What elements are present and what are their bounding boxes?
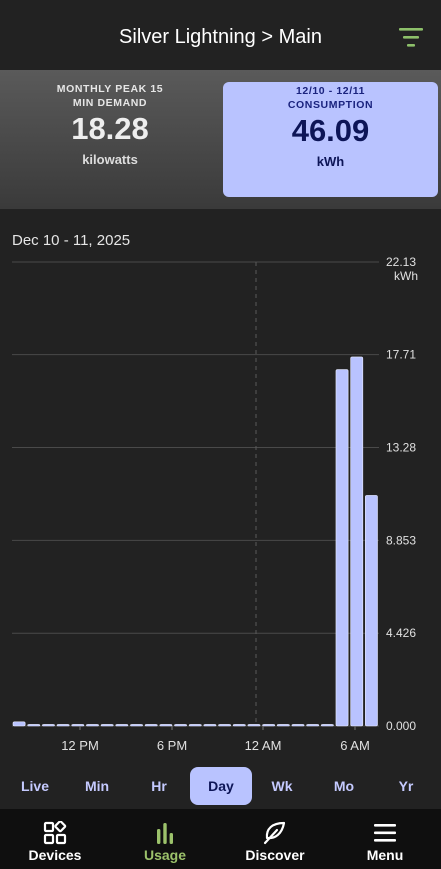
- summary-panel: MONTHLY PEAK 15 MIN DEMAND 18.28 kilowat…: [0, 70, 441, 209]
- period-mo[interactable]: Mo: [333, 778, 355, 794]
- nav-devices-label: Devices: [28, 847, 82, 863]
- bar: [262, 724, 276, 727]
- period-hr[interactable]: Hr: [151, 778, 167, 794]
- consumption-card[interactable]: 12/10 - 12/11 CONSUMPTION 46.09 kWh: [223, 82, 438, 197]
- period-live[interactable]: Live: [20, 778, 49, 794]
- bar: [306, 724, 320, 727]
- nav-discover[interactable]: Discover: [220, 809, 330, 869]
- bar: [12, 721, 26, 727]
- bar: [320, 724, 334, 727]
- consumption-label: CONSUMPTION: [287, 99, 374, 111]
- bar: [159, 724, 173, 727]
- bar: [144, 724, 158, 727]
- peak-demand-unit: kilowatts: [82, 152, 138, 167]
- bar: [350, 356, 364, 727]
- bar: [218, 724, 232, 727]
- x-tick-label: 12 AM: [245, 738, 282, 753]
- page-title: Silver Lightning > Main: [119, 26, 322, 48]
- y-tick-label: 13.28: [386, 441, 416, 455]
- bar: [100, 724, 114, 727]
- bar: [42, 724, 55, 727]
- bottom-navigation: Devices Usage Discover Menu: [0, 809, 441, 869]
- usage-chart-area: Dec 10 - 11, 2025 0.000 4.426 8.853 13.28 17…: [0, 209, 441, 765]
- nav-menu-label: Menu: [366, 847, 404, 863]
- y-tick-label: 22.13: [386, 255, 416, 269]
- y-tick-label: 0.000: [386, 719, 416, 733]
- x-tick-label: 6 PM: [157, 738, 187, 753]
- bar: [174, 724, 187, 727]
- top-app-bar: Silver Lightning > Main: [0, 0, 441, 70]
- consumption-unit: kWh: [316, 154, 345, 169]
- period-min[interactable]: Min: [84, 778, 110, 794]
- bar: [232, 724, 246, 727]
- y-axis-unit: kWh: [394, 269, 418, 283]
- chart-date-range: Dec 10 - 11, 2025: [12, 232, 131, 249]
- bar: [188, 724, 202, 727]
- bar: [130, 724, 143, 727]
- period-yr[interactable]: Yr: [398, 778, 414, 794]
- peak-demand-label-2: MIN DEMAND: [72, 97, 148, 109]
- nav-menu[interactable]: Menu: [330, 809, 440, 869]
- bar: [203, 724, 217, 727]
- peak-demand-card[interactable]: MONTHLY PEAK 15 MIN DEMAND 18.28 kilowat…: [0, 82, 220, 196]
- bar: [71, 724, 85, 727]
- bar: [365, 495, 378, 727]
- y-tick-label: 8.853: [386, 533, 416, 547]
- nav-usage-label: Usage: [143, 847, 187, 863]
- bar: [56, 724, 70, 727]
- peak-demand-label-1: MONTHLY PEAK 15: [56, 83, 164, 95]
- bar: [115, 724, 129, 727]
- y-tick-label: 4.426: [386, 626, 416, 640]
- hamburger-menu-icon: [374, 824, 396, 842]
- bar: [86, 724, 99, 727]
- bar: [276, 724, 290, 727]
- nav-devices[interactable]: Devices: [0, 809, 110, 869]
- devices-grid-icon: [43, 821, 67, 845]
- filter-lines-icon: [399, 28, 423, 47]
- usage-bars-icon: [157, 823, 173, 844]
- leaf-icon: [263, 821, 286, 845]
- consumption-value: 46.09: [291, 113, 370, 148]
- bar: [27, 724, 41, 727]
- peak-demand-value: 18.28: [71, 111, 149, 146]
- consumption-range-label: 12/10 - 12/11: [295, 85, 366, 97]
- y-tick-label: 17.71: [386, 348, 416, 362]
- nav-discover-label: Discover: [245, 847, 305, 863]
- period-wk[interactable]: Wk: [271, 778, 293, 794]
- x-tick-label: 6 AM: [340, 738, 370, 753]
- x-tick-label: 12 PM: [61, 738, 99, 753]
- nav-usage[interactable]: Usage: [110, 809, 220, 869]
- bar: [247, 724, 261, 727]
- bar: [335, 369, 349, 727]
- period-day[interactable]: Day: [190, 767, 252, 805]
- period-selector: Live Min Hr Day Wk Mo Yr: [0, 765, 441, 809]
- filter-button[interactable]: [397, 24, 427, 52]
- bar: [291, 724, 305, 727]
